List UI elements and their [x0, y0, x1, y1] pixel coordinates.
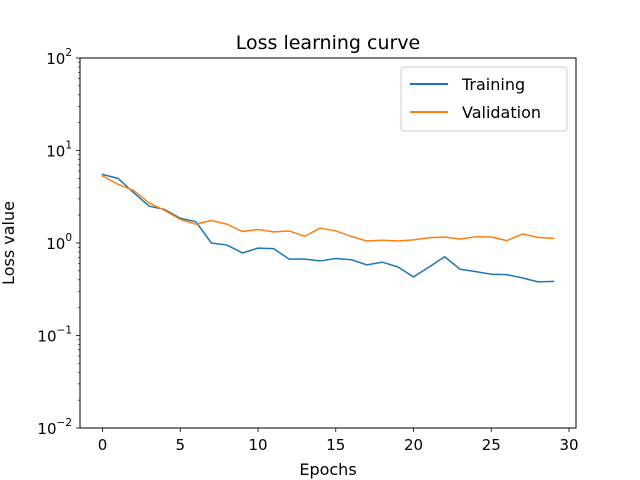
- y-tick-label: 10−2: [37, 417, 72, 438]
- series-line-training: [101, 173, 555, 283]
- y-axis: 10−2 10−1 100 101 102: [37, 47, 80, 438]
- x-tick-label: 15: [326, 436, 345, 454]
- y-tick-label: 10−1: [37, 325, 72, 346]
- x-tick-label: 25: [482, 436, 501, 454]
- chart-title: Loss learning curve: [236, 32, 421, 54]
- x-axis: 0 5 10 15 20 25 30: [98, 428, 579, 454]
- legend-label-validation: Validation: [462, 103, 541, 122]
- x-tick-label: 20: [404, 436, 423, 454]
- y-tick-label: 100: [46, 232, 72, 253]
- series-layer: [101, 173, 555, 283]
- x-tick-label: 10: [248, 436, 267, 454]
- legend: Training Validation: [400, 66, 568, 132]
- x-tick-label: 0: [98, 436, 108, 454]
- x-axis-label: Epochs: [299, 460, 356, 479]
- y-tick-label: 101: [46, 140, 72, 161]
- y-axis-label: Loss value: [0, 201, 18, 285]
- y-tick-label: 102: [46, 47, 72, 68]
- legend-label-training: Training: [461, 75, 525, 94]
- x-tick-label: 5: [176, 436, 186, 454]
- x-tick-label: 30: [559, 436, 578, 454]
- series-line-validation: [101, 174, 555, 242]
